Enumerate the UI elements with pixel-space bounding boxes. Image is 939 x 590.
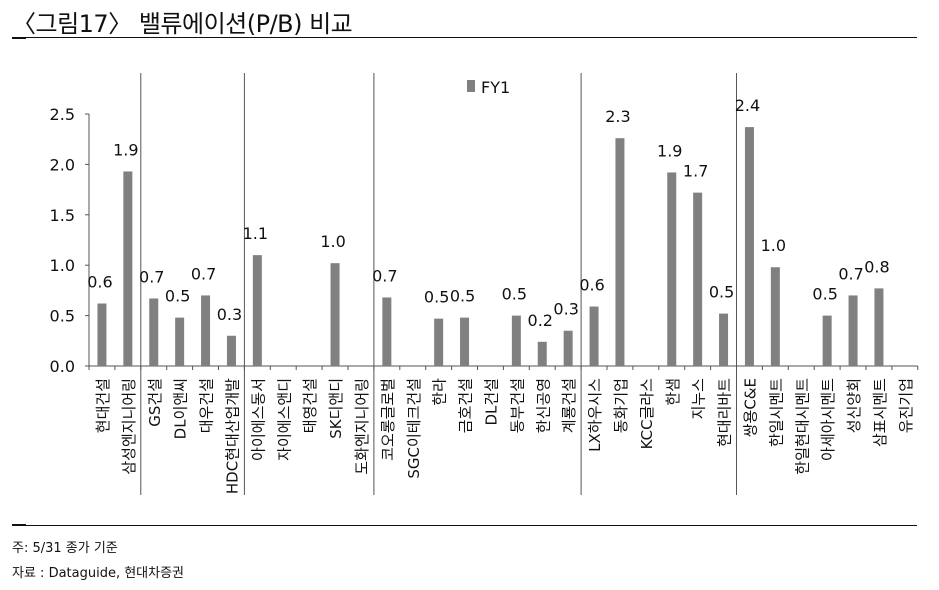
category-label: 아세아시멘트 xyxy=(819,378,837,461)
category-label: 지누스 xyxy=(690,378,708,420)
data-label: 1.7 xyxy=(683,162,708,181)
category-label: 코오롱글로벌 xyxy=(379,378,397,461)
footnote: 주: 5/31 종가 기준 xyxy=(12,541,118,556)
bar xyxy=(149,298,159,366)
category-label: SK디앤디 xyxy=(327,378,345,439)
category-label: 한라 xyxy=(431,378,449,406)
category-label: 도화엔지니어링 xyxy=(353,378,371,475)
top-rule xyxy=(12,37,917,38)
bar xyxy=(97,303,107,366)
data-label: 0.3 xyxy=(217,305,242,324)
data-label: 0.6 xyxy=(579,276,604,295)
category-label: SGC이테크건설 xyxy=(405,378,423,479)
data-label: 0.5 xyxy=(424,288,449,307)
data-label: 0.5 xyxy=(812,285,837,304)
category-label: HDC현대산업개발 xyxy=(223,378,241,494)
bar xyxy=(252,255,262,366)
data-label: 1.9 xyxy=(113,140,138,159)
data-label: 0.5 xyxy=(165,287,190,306)
category-label: 한일현대시멘트 xyxy=(793,378,811,475)
category-label: DL이앤씨 xyxy=(172,378,190,439)
y-tick-label: 0.0 xyxy=(50,357,75,376)
category-label: 유진기업 xyxy=(897,378,915,433)
category-label: 현대리바트 xyxy=(716,378,734,447)
bar xyxy=(744,127,754,366)
data-label: 1.1 xyxy=(243,224,268,243)
data-label: 0.7 xyxy=(838,264,863,283)
y-tick-label: 1.5 xyxy=(50,206,75,225)
data-label: 0.5 xyxy=(502,285,527,304)
data-label: 0.7 xyxy=(191,264,216,283)
category-label: LX하우시스 xyxy=(586,378,604,452)
category-label: 한일시멘트 xyxy=(767,378,785,447)
legend-swatch xyxy=(467,80,475,92)
category-label: 자이에스앤디 xyxy=(275,378,293,461)
data-label: 0.6 xyxy=(87,273,112,292)
bar xyxy=(382,297,392,366)
bar xyxy=(330,263,340,366)
data-label: 0.8 xyxy=(864,257,889,276)
category-label: 동부건설 xyxy=(508,378,526,433)
source-note: 자료 : Dataguide, 현대차증권 xyxy=(12,566,185,581)
bar xyxy=(201,295,211,366)
category-label: 삼성엔지니어링 xyxy=(120,378,138,475)
top-rule-accent xyxy=(12,37,26,39)
data-label: 0.3 xyxy=(553,300,578,319)
category-label: 쌍용C&E xyxy=(741,378,759,437)
category-label: 한신공영 xyxy=(534,378,552,433)
data-label: 1.9 xyxy=(657,141,682,160)
bar xyxy=(770,267,780,366)
data-label: 0.5 xyxy=(450,287,475,306)
y-tick-label: 2.0 xyxy=(50,155,75,174)
notes: 주: 5/31 종가 기준 자료 : Dataguide, 현대차증권 xyxy=(12,536,184,586)
bar xyxy=(434,318,444,366)
figure-title: 〈그림17〉 밸류에이션(P/B) 비교 xyxy=(12,10,353,38)
category-label: 한샘 xyxy=(664,378,682,406)
data-label: 2.3 xyxy=(605,107,630,126)
category-label: GS건설 xyxy=(146,378,164,427)
category-label: 현대건설 xyxy=(94,378,112,433)
bottom-rule xyxy=(12,525,917,526)
category-label: 아이에스동서 xyxy=(249,378,267,461)
bar xyxy=(874,288,884,366)
bar xyxy=(615,138,625,366)
bar xyxy=(563,330,573,366)
bar xyxy=(175,317,185,366)
bar xyxy=(693,192,703,366)
bar xyxy=(123,171,133,366)
bar xyxy=(667,172,677,366)
bar xyxy=(589,306,599,366)
data-label: 2.4 xyxy=(735,96,760,115)
category-label: 성신양회 xyxy=(845,378,863,433)
bar xyxy=(719,313,729,366)
category-label: 계룡건설 xyxy=(560,378,578,433)
data-label: 1.0 xyxy=(761,236,786,255)
bar xyxy=(226,335,236,366)
data-label: 0.5 xyxy=(709,283,734,302)
category-label: 동화기업 xyxy=(612,378,630,433)
data-label: 0.7 xyxy=(372,266,397,285)
y-tick-label: 1.0 xyxy=(50,256,75,275)
data-label: 0.2 xyxy=(528,311,553,330)
bottom-rule-accent xyxy=(12,524,26,526)
bar xyxy=(511,315,521,366)
category-label: DL건설 xyxy=(482,378,500,426)
category-label: KCC글라스 xyxy=(638,378,656,450)
category-label: 대우건설 xyxy=(198,378,216,433)
bar xyxy=(848,295,858,366)
category-label: 삼표시멘트 xyxy=(871,378,889,447)
category-label: 금호건설 xyxy=(457,378,475,433)
figure-header: 〈그림17〉 밸류에이션(P/B) 비교 xyxy=(12,2,917,38)
bar xyxy=(537,341,547,366)
pb-bar-chart: 0.0 0.5 1.0 1.5 2.0 2.5 0.6 현대건설 1.9 삼성엔지니어링 0.7 GS… xyxy=(50,73,919,495)
data-label: 0.7 xyxy=(139,267,164,286)
legend-label: FY1 xyxy=(481,78,510,97)
y-tick-label: 0.5 xyxy=(50,307,75,326)
y-tick-label: 2.5 xyxy=(50,105,75,124)
data-label: 1.0 xyxy=(320,232,345,251)
bar xyxy=(822,315,832,366)
bar xyxy=(460,317,470,366)
category-label: 태영건설 xyxy=(301,378,319,433)
